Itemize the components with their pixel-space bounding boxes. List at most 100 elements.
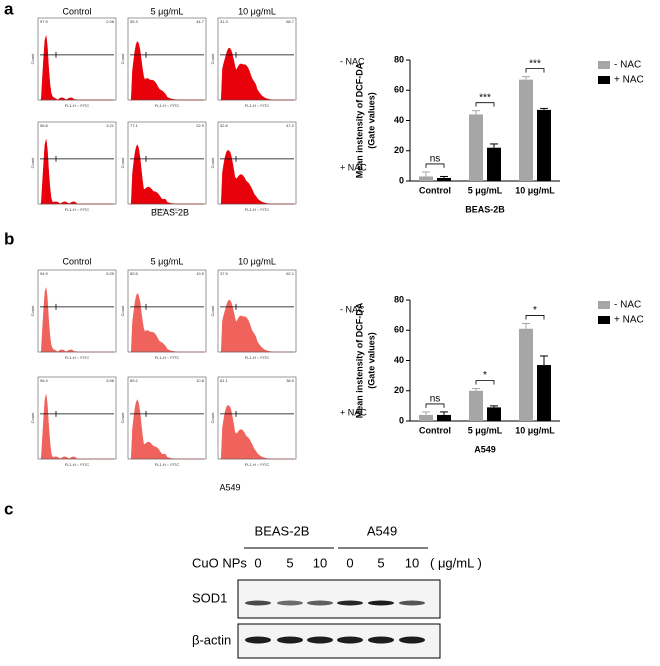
blot-band: [368, 600, 394, 606]
plot-frame: [127, 17, 207, 101]
y-tick-label: 40: [394, 355, 404, 365]
panel-label: c: [4, 499, 13, 518]
gate-value: 3.21: [106, 123, 115, 128]
group-label: BEAS-2B: [255, 523, 310, 538]
y-tick-label: 0: [399, 415, 404, 425]
protein-label: β-actin: [192, 632, 231, 647]
cell-line-label: A549: [219, 482, 240, 492]
x-axis-label: FL1-H :: FITC: [245, 103, 270, 108]
blot-band: [245, 600, 271, 606]
group-label: A549: [367, 523, 397, 538]
bar: [519, 328, 533, 421]
x-axis-label: FL1-H :: FITC: [65, 355, 90, 360]
blot-band: [277, 636, 303, 644]
y-axis-label: (Gate values): [366, 92, 376, 149]
y-axis-label: Mean instensity of DCF-DA: [354, 62, 364, 178]
protein-label: SOD1: [192, 590, 227, 605]
y-axis-label: Count: [120, 412, 125, 424]
lane-label: 10: [405, 555, 419, 570]
gate-value: 96.4: [40, 378, 49, 383]
legend-label: - NAC: [614, 60, 641, 71]
x-tick-label: Control: [419, 425, 451, 435]
significance-bracket: [425, 163, 445, 168]
gate-value: 3.56: [106, 378, 115, 383]
bar: [537, 109, 551, 181]
x-tick-label: 5 μg/mL: [468, 185, 503, 195]
panel-label: a: [4, 0, 14, 18]
gate-value: 62.1: [286, 271, 295, 276]
x-tick-label: 5 μg/mL: [468, 425, 503, 435]
bar: [487, 407, 501, 421]
gate-value: 94.9: [40, 271, 49, 276]
row-label: - NAC: [340, 56, 365, 66]
y-axis-label: Count: [210, 412, 215, 424]
gate-value: 52.8: [220, 123, 229, 128]
plot-frame: [217, 269, 297, 353]
bar: [519, 79, 533, 181]
column-header: 5 μg/mL: [151, 256, 184, 266]
gate-value: 47.2: [286, 123, 295, 128]
gate-value: 89.2: [130, 378, 139, 383]
x-axis-label: A549: [474, 444, 496, 454]
gate-value: 31.3: [220, 19, 229, 24]
gate-value: 10.8: [196, 378, 205, 383]
gate-value: 37.9: [220, 271, 229, 276]
bar: [469, 390, 483, 421]
plot-frame: [217, 121, 297, 205]
x-axis-label: FL1-H :: FITC: [155, 103, 180, 108]
y-axis-label: (Gate values): [366, 332, 376, 389]
x-axis-label: FL1-H :: FITC: [65, 103, 90, 108]
row-label: + NAC: [340, 162, 367, 172]
x-axis-label: FL1-H :: FITC: [65, 462, 90, 467]
column-header: 5 μg/mL: [151, 6, 184, 16]
y-tick-label: 20: [394, 385, 404, 395]
significance-label: *: [533, 305, 537, 316]
gate-value: 38.9: [286, 378, 295, 383]
lane-label: 5: [286, 555, 293, 570]
legend-label: - NAC: [614, 300, 641, 311]
bar: [487, 147, 501, 181]
y-axis-label: Count: [120, 305, 125, 317]
significance-label: ***: [529, 58, 541, 69]
y-tick-label: 20: [394, 145, 404, 155]
blot-band: [307, 600, 333, 606]
gate-value: 2.08: [106, 19, 115, 24]
x-tick-label: 10 μg/mL: [515, 425, 555, 435]
histogram: [220, 47, 294, 101]
y-axis-label: Count: [30, 412, 35, 424]
y-axis-label: Count: [30, 305, 35, 317]
x-tick-label: Control: [419, 185, 451, 195]
blot-band: [399, 600, 425, 606]
plot-frame: [127, 121, 207, 205]
significance-label: *: [483, 370, 487, 381]
bar: [469, 114, 483, 181]
plot-frame: [127, 376, 207, 460]
panel-label: b: [4, 229, 14, 248]
y-axis-label: Count: [210, 305, 215, 317]
gate-value: 77.1: [130, 123, 139, 128]
gate-value: 5.09: [106, 271, 115, 276]
x-axis-label: FL1-H :: FITC: [155, 207, 180, 212]
y-tick-label: 40: [394, 115, 404, 125]
row-label: - NAC: [340, 304, 365, 314]
cell-line-label: BEAS-2B: [151, 207, 189, 217]
column-header: 10 μg/mL: [238, 256, 276, 266]
blot-band: [337, 636, 363, 644]
bar: [437, 177, 451, 181]
x-axis-label: FL1-H :: FITC: [245, 207, 270, 212]
blot-band: [277, 600, 303, 606]
blot-band: [307, 636, 333, 644]
x-tick-label: 10 μg/mL: [515, 185, 555, 195]
gate-value: 80.5: [130, 271, 139, 276]
significance-label: ***: [479, 92, 491, 103]
y-axis-label: Mean instensity of DCF-DA: [354, 302, 364, 418]
y-tick-label: 80: [394, 54, 404, 64]
legend-swatch: [598, 61, 610, 69]
unit-label: ( μg/mL ): [430, 555, 482, 570]
x-axis-label: FL1-H :: FITC: [155, 462, 180, 467]
histogram: [130, 144, 204, 205]
plot-frame: [217, 376, 297, 460]
significance-bracket: [475, 102, 495, 107]
x-axis-label: FL1-H :: FITC: [245, 462, 270, 467]
